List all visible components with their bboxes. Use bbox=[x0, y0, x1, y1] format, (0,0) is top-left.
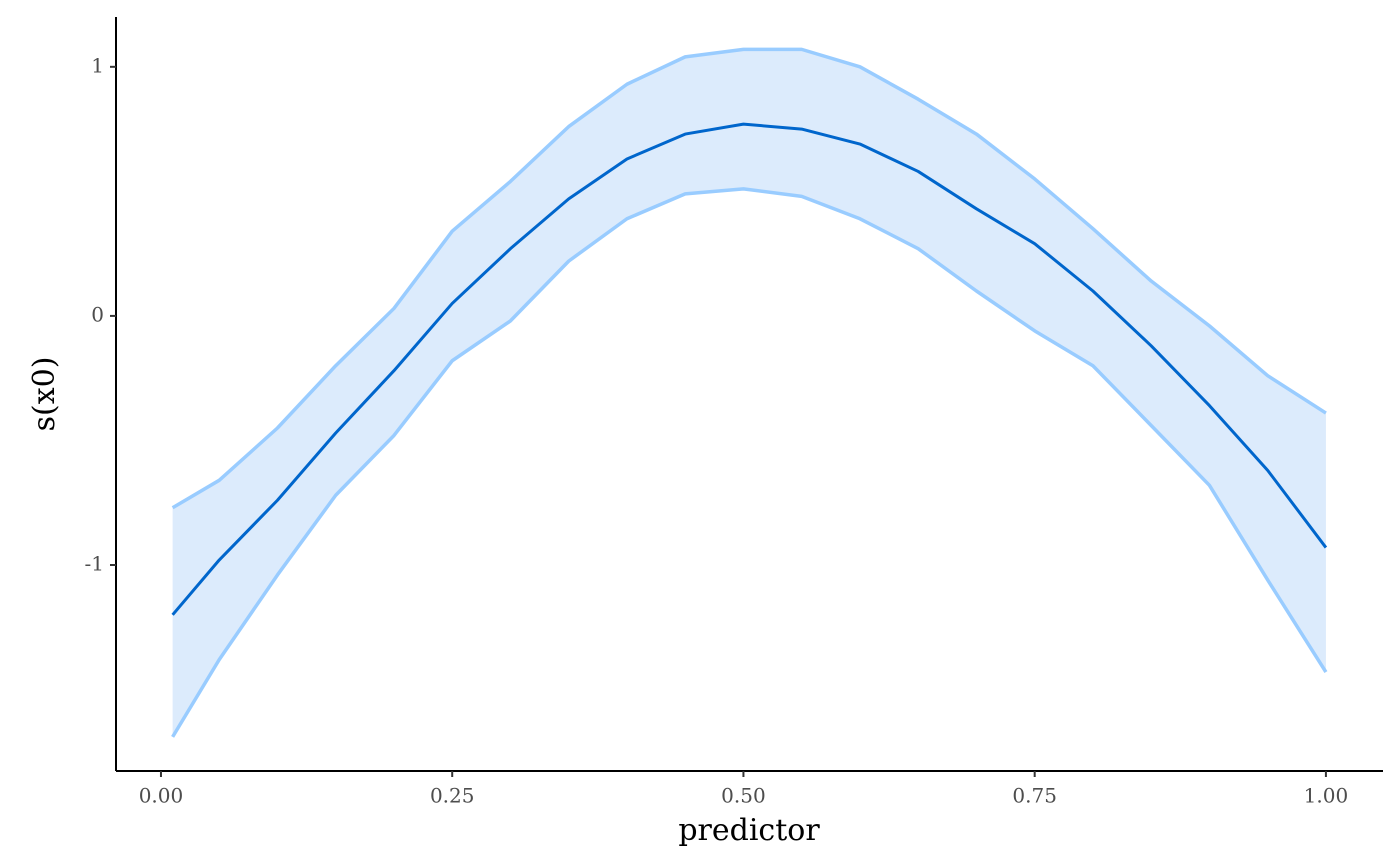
y-tick-label: -1 bbox=[85, 552, 104, 576]
y-tick-label: 1 bbox=[91, 53, 104, 77]
estimate-line bbox=[171, 122, 1328, 616]
y-tick-label: 0 bbox=[91, 302, 104, 326]
x-tick-label: 0.50 bbox=[721, 784, 766, 808]
x-axis-title: predictor bbox=[678, 813, 820, 848]
x-tick-label: 0.00 bbox=[139, 784, 184, 808]
x-tick-label: 0.25 bbox=[430, 784, 475, 808]
lower-bound-line bbox=[171, 187, 1328, 738]
x-tick-label: 0.75 bbox=[1012, 784, 1057, 808]
upper-bound-line bbox=[171, 47, 1327, 510]
y-axis-title: s(x0) bbox=[27, 357, 62, 432]
plot-area bbox=[171, 47, 1328, 738]
x-tick-label: 1.00 bbox=[1304, 784, 1349, 808]
confidence-band bbox=[172, 49, 1326, 737]
